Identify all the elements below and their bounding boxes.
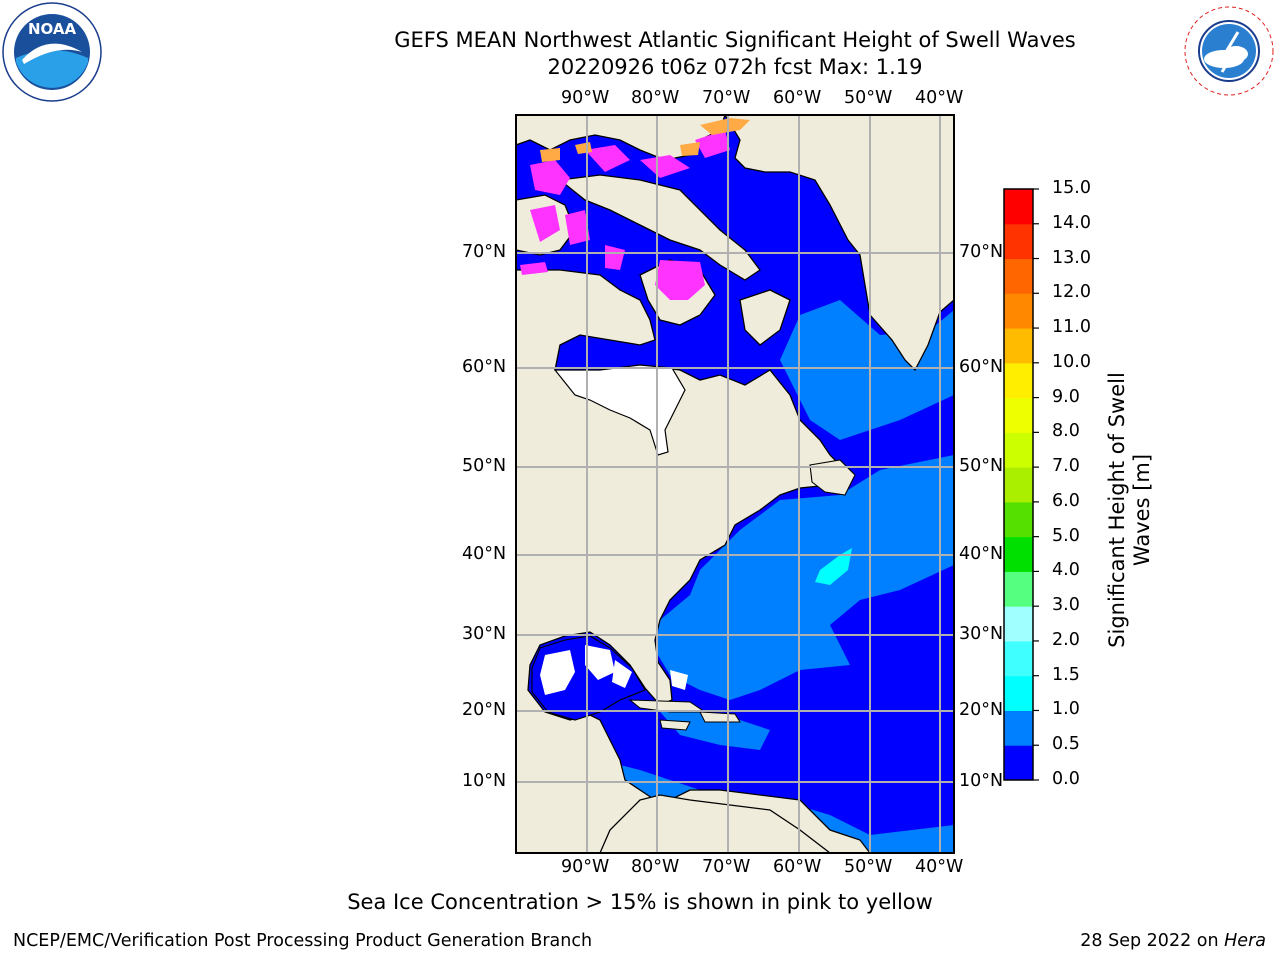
lat-label-left: 70°N	[462, 242, 507, 262]
colorbar-segment	[1004, 640, 1033, 677]
colorbar-tick-label: 7.0	[1052, 456, 1080, 477]
gulf-white-patches	[540, 645, 688, 695]
colorbar-tick-label: 11.0	[1052, 317, 1091, 338]
colorbar-segment	[1004, 571, 1033, 607]
colorbar-segment	[1004, 501, 1033, 538]
lat-label-right: 30°N	[959, 624, 1004, 644]
colorbar-frame	[1003, 188, 1034, 781]
colorbar-segment	[1004, 467, 1033, 503]
lat-label-left: 40°N	[462, 544, 507, 564]
colorbar-tick-label: 9.0	[1052, 386, 1080, 407]
colorbar-tick-label: 12.0	[1052, 282, 1091, 303]
lon-label-top: 60°W	[773, 88, 822, 108]
colorbar-segment	[1004, 710, 1033, 746]
lat-label-left: 10°N	[462, 771, 507, 791]
lon-label-bottom: 70°W	[702, 857, 751, 877]
footer-host: Hera	[1224, 931, 1266, 951]
colorbar-tick-label: 1.5	[1052, 664, 1080, 685]
colorbar-title: Significant Height of Swell Waves [m]	[1105, 372, 1154, 648]
lat-label-right: 10°N	[959, 771, 1004, 791]
lat-label-left: 20°N	[462, 700, 507, 720]
lat-label-right: 20°N	[959, 700, 1004, 720]
colorbar-segment	[1004, 675, 1033, 711]
colorbar-tick-label: 14.0	[1052, 212, 1091, 233]
lon-label-bottom: 40°W	[915, 857, 964, 877]
colorbar-segment	[1004, 328, 1033, 364]
colorbar-tick-label: 3.0	[1052, 595, 1080, 616]
lon-label-bottom: 80°W	[631, 857, 680, 877]
lat-label-right: 40°N	[959, 544, 1004, 564]
lon-label-top: 70°W	[702, 88, 751, 108]
noaa-logo-text: NOAA	[28, 20, 77, 38]
colorbar-segment	[1004, 189, 1033, 225]
chart-subtitle: 20220926 t06z 072h fcst Max: 1.19	[547, 55, 923, 79]
colorbar-segment	[1004, 293, 1033, 329]
colorbar-tick-label: 1.0	[1052, 699, 1080, 720]
footer-date-text: 28 Sep 2022 on	[1080, 931, 1225, 951]
lon-label-bottom: 60°W	[773, 857, 822, 877]
colorbar-tick-label: 0.5	[1052, 734, 1080, 755]
footer-credit: NCEP/EMC/Verification Post Processing Pr…	[13, 931, 593, 951]
colorbar-segment	[1004, 745, 1033, 781]
lon-label-bottom: 50°W	[844, 857, 893, 877]
colorbar-segment	[1004, 536, 1033, 572]
lat-label-left: 60°N	[462, 357, 507, 377]
colorbar-tick-label: 2.0	[1052, 629, 1080, 650]
newfoundland	[809, 459, 856, 496]
map-frame	[515, 114, 955, 854]
colorbar-segment	[1004, 362, 1033, 399]
colorbar-tick-label: 8.0	[1052, 421, 1080, 442]
lat-label-right: 60°N	[959, 357, 1004, 377]
lon-label-top: 40°W	[915, 88, 964, 108]
colorbar	[1004, 189, 1033, 781]
colorbar-segment	[1004, 258, 1033, 294]
colorbar-tick-label: 6.0	[1052, 490, 1080, 511]
lat-label-right: 50°N	[959, 456, 1004, 476]
colorbar-segment	[1004, 397, 1033, 433]
colorbar-tick-label: 15.0	[1052, 178, 1091, 198]
colorbar-tick-label: 10.0	[1052, 351, 1091, 372]
sea-ice-note: Sea Ice Concentration > 15% is shown in …	[347, 890, 933, 914]
lat-label-left: 30°N	[462, 624, 507, 644]
colorbar-tick-label: 0.0	[1052, 769, 1080, 789]
colorbar-segment	[1004, 223, 1033, 260]
colorbar-tick-label: 13.0	[1052, 247, 1091, 268]
colorbar-segment	[1004, 606, 1033, 642]
lat-label-left: 50°N	[462, 456, 507, 476]
colorbar-segment	[1004, 432, 1033, 468]
lon-label-top: 50°W	[844, 88, 893, 108]
colorbar-tick-label: 4.0	[1052, 560, 1080, 581]
chart-title: GEFS MEAN Northwest Atlantic Significant…	[394, 28, 1076, 52]
footer-date: 28 Sep 2022 on Hera	[1080, 931, 1266, 951]
noaa-logo: NOAA	[2, 2, 102, 102]
colorbar-tick-label: 5.0	[1052, 525, 1080, 546]
national-weather-service-logo	[1180, 2, 1278, 100]
lon-label-top: 90°W	[561, 88, 610, 108]
lon-label-bottom: 90°W	[561, 857, 610, 877]
gridlines	[516, 115, 954, 853]
lat-label-right: 70°N	[959, 242, 1004, 262]
lon-label-top: 80°W	[631, 88, 680, 108]
